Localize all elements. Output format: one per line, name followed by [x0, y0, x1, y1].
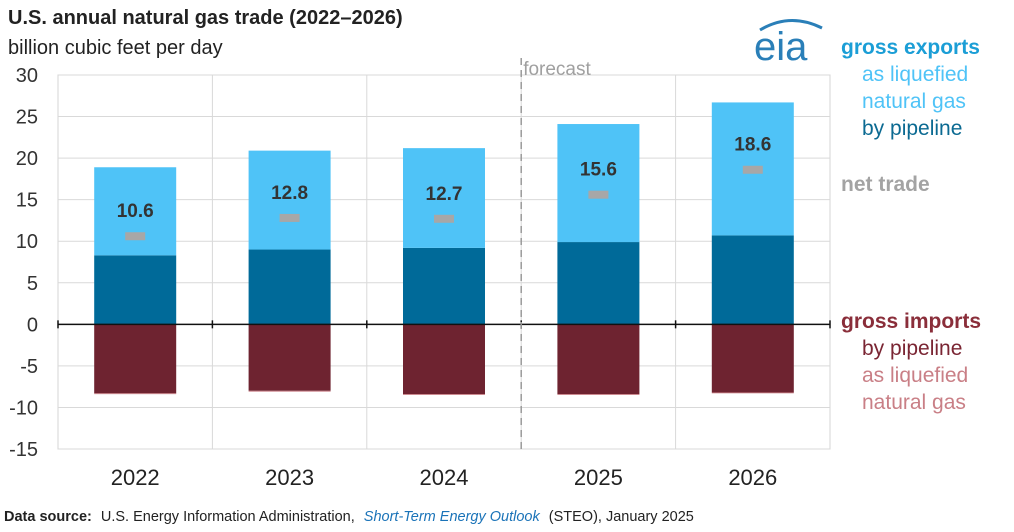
bar-pipeline-exports: [248, 249, 331, 325]
bar-lng-exports: [557, 124, 640, 243]
bar-pipeline-exports: [403, 247, 485, 325]
legend-lng-imports-line2: natural gas: [862, 391, 966, 414]
y-tick-label: 5: [27, 273, 38, 295]
net-trade-marker: [434, 214, 454, 223]
y-tick-label: -15: [9, 439, 38, 461]
bar-lng-imports: [248, 390, 331, 392]
legend-net-trade: net trade: [841, 173, 930, 196]
x-tick-label: 2023: [265, 465, 314, 490]
y-tick-label: 20: [16, 148, 38, 170]
legend: gross exports as liquefied natural gas b…: [841, 36, 981, 414]
legend-exports-heading: gross exports: [841, 36, 980, 59]
grid-lines: [58, 74, 830, 450]
y-tick-label: -5: [20, 356, 38, 378]
net-trade-marker: [125, 232, 146, 241]
eia-logo-arc: [759, 18, 823, 32]
legend-lng-imports-line1: as liquefied: [862, 364, 968, 387]
bar-pipeline-exports: [711, 235, 794, 325]
y-tick-label: -10: [9, 397, 38, 419]
y-tick-label: 0: [27, 314, 38, 336]
x-tick-label: 2022: [111, 465, 160, 490]
y-tick-label: 30: [16, 65, 38, 87]
bar-pipeline-imports: [557, 324, 640, 395]
chart-subtitle: billion cubic feet per day: [8, 37, 223, 59]
net-trade-label: 15.6: [580, 160, 617, 181]
data-source-label: Data source:: [4, 509, 92, 525]
net-trade-marker: [742, 165, 763, 174]
net-trade-markers: 10.6 12.8 12.7 15.6 18.6: [117, 135, 771, 241]
data-source-link[interactable]: Short-Term Energy Outlook: [364, 509, 541, 525]
forecast-label: forecast: [523, 59, 591, 80]
bar-lng-exports: [403, 148, 485, 248]
x-tick-label: 2024: [420, 465, 469, 490]
legend-lng-exports-line1: as liquefied: [862, 63, 968, 86]
bar-pipeline-imports: [711, 324, 794, 393]
x-axis: 2022 2023 2024 2025 2026: [111, 465, 778, 490]
bar-pipeline-imports: [94, 324, 177, 394]
data-source: Data source: U.S. Energy Information Adm…: [4, 509, 694, 525]
net-trade-label: 12.7: [426, 184, 463, 205]
legend-pipeline-exports: by pipeline: [862, 117, 962, 140]
y-tick-label: 25: [16, 107, 38, 129]
bar-pipeline-exports: [94, 255, 177, 325]
data-source-text1: U.S. Energy Information Administration,: [101, 509, 355, 525]
net-trade-label: 18.6: [734, 135, 771, 156]
legend-imports-heading: gross imports: [841, 310, 981, 333]
bar-pipeline-imports: [248, 324, 331, 391]
bar-pipeline-imports: [403, 324, 485, 395]
eia-logo-text: eia: [754, 25, 808, 69]
eia-logo: eia: [754, 18, 823, 69]
bar-lng-imports: [403, 394, 485, 395]
bar-lng-imports: [711, 392, 794, 394]
zero-axis: [57, 320, 831, 329]
bar-pipeline-exports: [557, 242, 640, 325]
bar-lng-imports: [557, 394, 640, 395]
bar-lng-imports: [94, 393, 177, 395]
bar-lng-exports: [248, 150, 331, 250]
y-axis: 30 25 20 15 10 5 0 -5 -10 -15: [9, 65, 38, 461]
x-tick-label: 2026: [728, 465, 777, 490]
net-trade-label: 10.6: [117, 201, 154, 222]
net-trade-marker: [588, 190, 609, 199]
bar-lng-exports: [94, 167, 177, 256]
net-trade-marker: [279, 213, 300, 222]
legend-lng-exports-line2: natural gas: [862, 90, 966, 113]
data-source-text2: (STEO), January 2025: [549, 509, 694, 525]
net-trade-label: 12.8: [271, 183, 308, 204]
y-tick-label: 15: [16, 190, 38, 212]
legend-pipeline-imports: by pipeline: [862, 337, 962, 360]
x-tick-label: 2025: [574, 465, 623, 490]
chart-title: U.S. annual natural gas trade (2022–2026…: [8, 7, 403, 29]
y-tick-label: 10: [16, 231, 38, 253]
